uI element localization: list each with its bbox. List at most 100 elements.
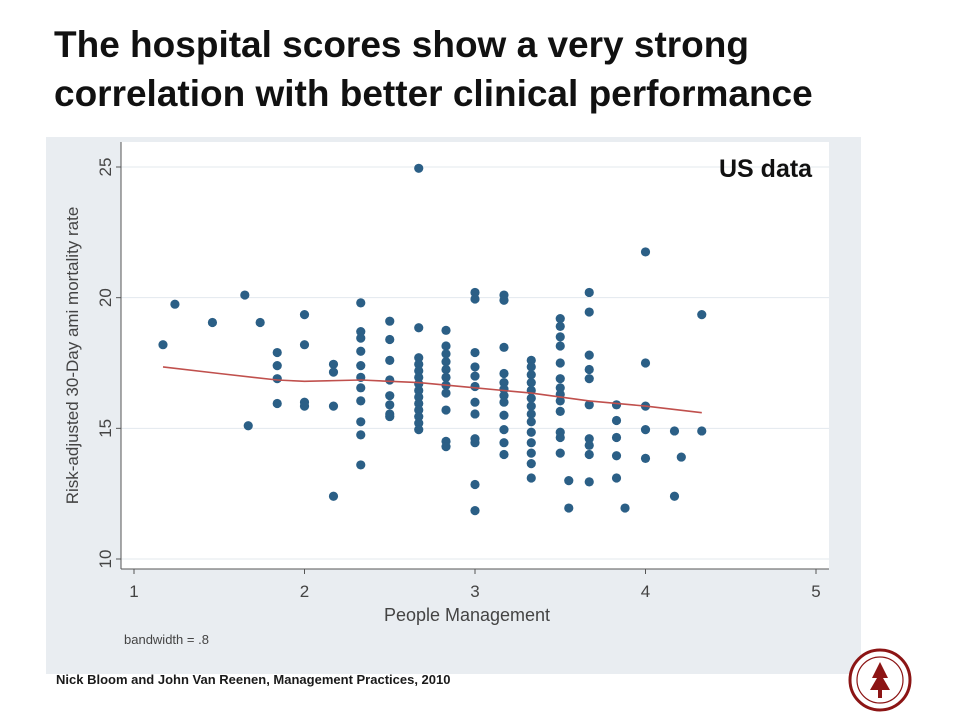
scatter-point	[414, 405, 424, 415]
scatter-point	[441, 357, 451, 367]
scatter-point	[441, 349, 451, 359]
scatter-point	[584, 364, 594, 375]
scatter-point	[584, 287, 594, 298]
scatter-point	[697, 310, 707, 320]
scatter-point	[555, 383, 565, 393]
scatter-point	[526, 370, 536, 380]
lowess-fit-line	[162, 366, 702, 414]
scatter-point	[470, 362, 480, 372]
scatter-point	[584, 307, 594, 317]
scatter-point	[555, 313, 565, 324]
scatter-point	[414, 372, 424, 382]
scatter-point	[356, 430, 366, 440]
scatter-point	[564, 476, 574, 486]
scatter-point	[414, 353, 424, 363]
scatter-point	[299, 340, 310, 350]
scatter-point	[555, 332, 565, 342]
slide-title: The hospital scores show a very strong c…	[54, 24, 813, 114]
scatter-point	[272, 361, 282, 371]
scatter-point	[470, 409, 480, 419]
scatter-point	[499, 342, 509, 352]
scatter-point	[414, 411, 424, 422]
scatter-point	[526, 362, 536, 372]
y-tick-label: 15	[96, 419, 115, 438]
scatter-point	[356, 327, 366, 337]
scatter-point	[356, 361, 366, 371]
scatter-point	[499, 378, 509, 388]
scatter-point	[499, 425, 509, 435]
scatter-point	[526, 417, 536, 427]
scatter-point	[697, 426, 707, 436]
scatter-point	[555, 432, 565, 443]
scatter-point	[526, 459, 536, 469]
scatter-point	[328, 359, 339, 369]
scatter-point	[584, 434, 594, 444]
scatter-point	[526, 393, 536, 403]
scatter-point	[526, 401, 536, 411]
scatter-point	[564, 503, 574, 513]
scatter-point	[414, 379, 424, 389]
scatter-point	[584, 350, 594, 360]
scatter-point	[611, 400, 622, 410]
x-tick-label: 1	[129, 582, 138, 601]
scatter-point	[526, 355, 536, 365]
x-tick-label: 4	[641, 582, 650, 601]
scatter-point	[555, 396, 565, 406]
scatter-point	[611, 473, 622, 483]
scatter-point	[526, 409, 536, 419]
scatter-point	[499, 295, 509, 305]
scatter-point	[414, 425, 424, 435]
scatter-point	[499, 368, 509, 379]
scatter-point	[640, 247, 651, 257]
scatter-point	[441, 364, 451, 375]
scatter-point	[526, 448, 536, 458]
scatter-point	[328, 491, 339, 501]
scatter-point	[441, 388, 451, 398]
scatter-point	[441, 325, 451, 335]
scatter-point	[240, 290, 250, 300]
scatter-point	[499, 449, 509, 460]
scatter-chart: 10 15 20 25 1 2 3 4 5 People Management Risk-adjus…	[63, 142, 829, 647]
scatter-point	[441, 372, 451, 382]
scatter-point	[356, 417, 366, 427]
y-axis-title: Risk-adjusted 30-Day ami mortality rate	[63, 207, 82, 505]
x-tick-label: 5	[811, 582, 820, 601]
scatter-point	[158, 340, 168, 350]
scatter-point	[356, 396, 366, 406]
scatter-point	[526, 427, 536, 437]
scatter-point	[555, 448, 565, 458]
scatter-point	[385, 355, 395, 365]
y-tick-label: 20	[96, 288, 115, 307]
scatter-point	[584, 400, 594, 410]
scatter-point	[470, 294, 480, 304]
data-source-label: US data	[719, 155, 813, 183]
scatter-point	[356, 346, 366, 356]
citation: Nick Bloom and John Van Reenen, Manageme…	[56, 672, 451, 687]
scatter-point	[414, 418, 424, 428]
scatter-point	[555, 374, 565, 384]
scatter-point	[470, 397, 480, 407]
scatter-point	[669, 426, 680, 436]
scatter-point	[385, 400, 395, 410]
scatter-point	[414, 163, 424, 173]
scatter-point	[414, 323, 424, 333]
scatter-point	[385, 411, 395, 422]
scatter-point	[272, 374, 282, 384]
scatter-point	[584, 374, 594, 384]
scatter-point	[526, 378, 536, 388]
scatter-point	[356, 383, 366, 393]
scatter-point	[299, 401, 310, 411]
scatter-point	[385, 316, 395, 326]
scatter-point	[470, 287, 480, 298]
scatter-point	[207, 317, 218, 328]
scatter-point	[611, 432, 622, 443]
scatter-point	[526, 473, 536, 483]
x-tick-label: 3	[470, 582, 479, 601]
scatter-point	[414, 359, 424, 369]
scatter-point	[255, 317, 265, 328]
y-tick-label: 10	[96, 550, 115, 569]
scatter-point	[272, 347, 282, 358]
scatter-point	[584, 440, 594, 450]
scatter-point	[356, 460, 366, 470]
scatter-point	[499, 438, 509, 448]
